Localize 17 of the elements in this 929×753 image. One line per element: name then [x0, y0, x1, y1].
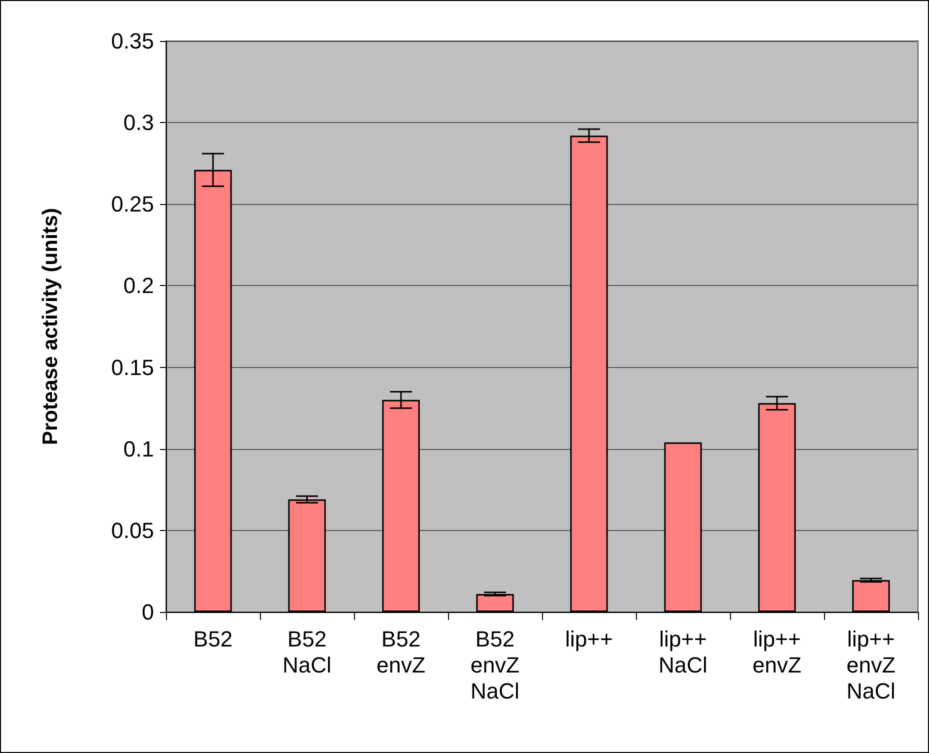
- x-tick-label: lip++: [565, 626, 613, 652]
- x-tick-label: B52 NaCl: [282, 626, 332, 678]
- x-tick-label: B52 envZ NaCl: [470, 626, 520, 704]
- y-tick-label: 0.35: [111, 28, 154, 54]
- y-axis-title: Protease activity (units): [39, 208, 62, 445]
- y-tick-label: 0.15: [111, 354, 154, 380]
- y-tick-label: 0: [142, 600, 154, 624]
- y-tick-label: 0.3: [123, 110, 154, 136]
- y-tick-label: 0.1: [123, 436, 154, 462]
- x-tick-label: lip++ NaCl: [658, 626, 708, 678]
- x-tick-label: lip++ envZ NaCl: [846, 626, 896, 704]
- y-tick-label: 0.25: [111, 192, 154, 217]
- x-tick-label: lip++ envZ: [752, 626, 802, 678]
- x-tick-label: B52 envZ: [376, 626, 426, 678]
- y-tick-label: 0.05: [111, 518, 154, 543]
- x-tick-label: B52: [193, 626, 233, 652]
- y-tick-label: 0.2: [123, 273, 154, 298]
